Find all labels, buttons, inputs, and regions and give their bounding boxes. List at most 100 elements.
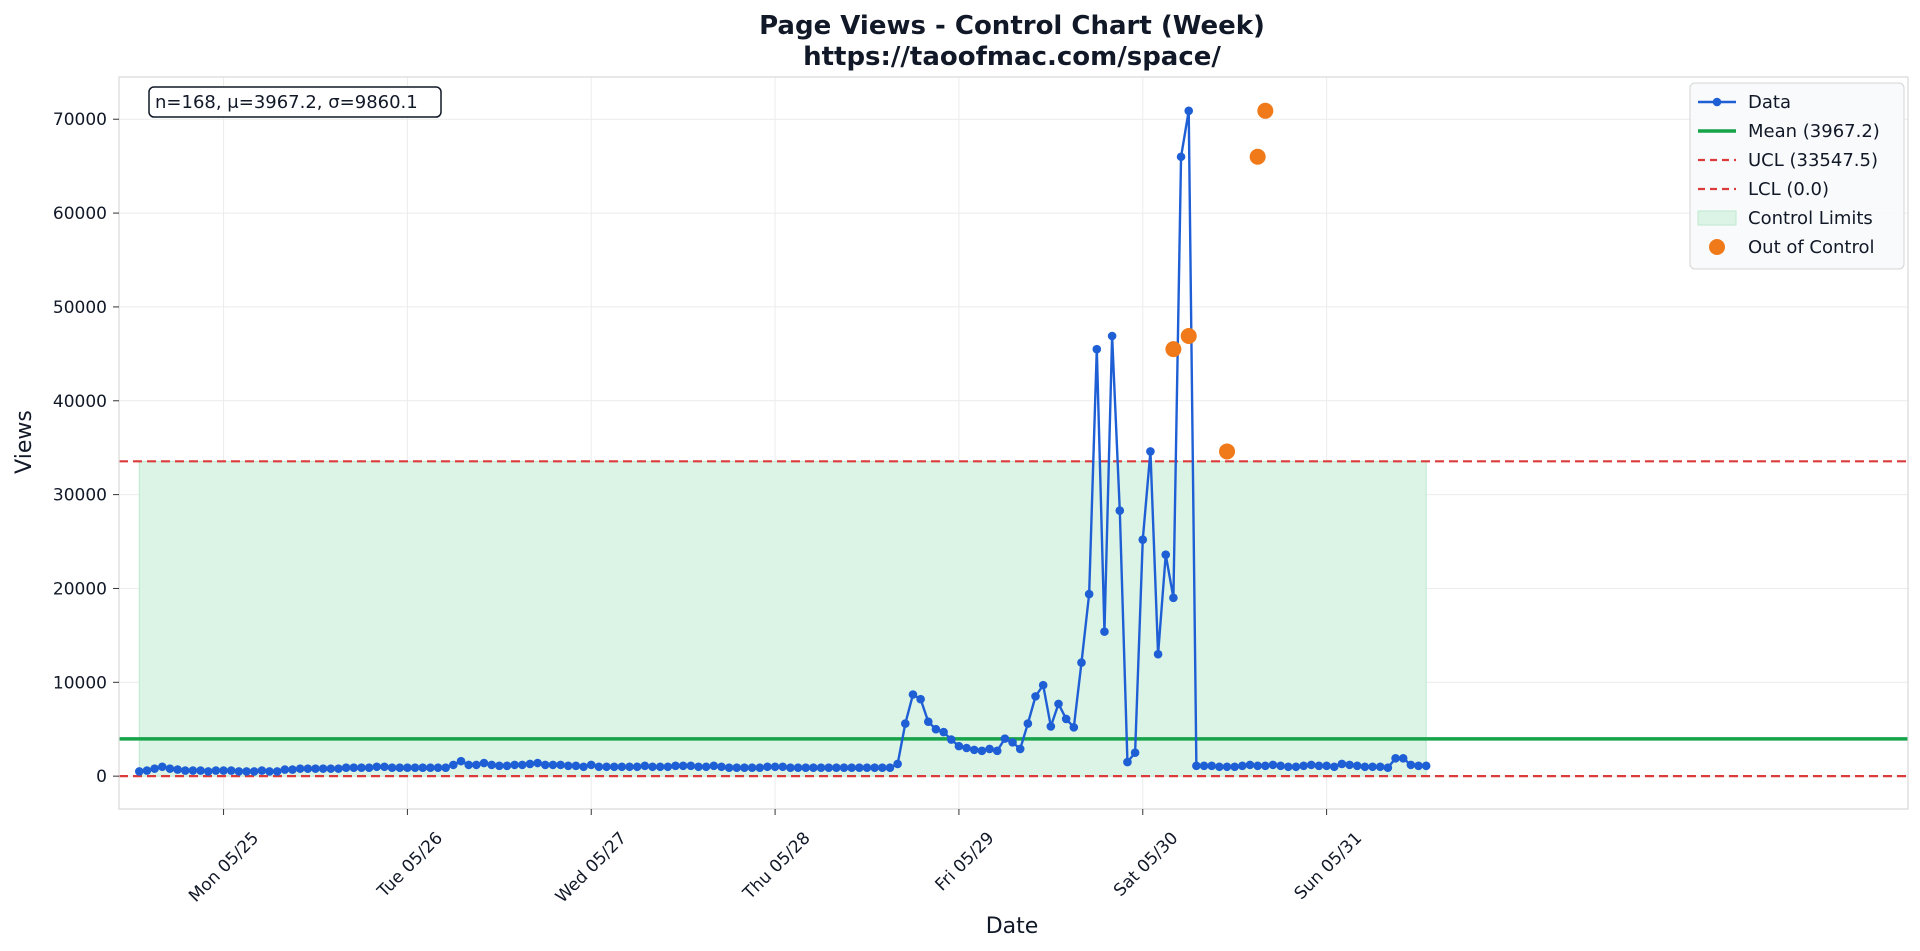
y-tick-label: 70000 (53, 110, 107, 130)
data-point (1169, 593, 1178, 603)
data-point (1146, 447, 1155, 456)
data-point (663, 762, 673, 772)
data-point (908, 690, 918, 699)
data-point (1130, 748, 1140, 757)
data-point (786, 763, 795, 773)
data-point (1375, 762, 1385, 772)
data-point (433, 763, 443, 773)
data-point (1161, 550, 1171, 559)
data-point (962, 743, 971, 753)
data-point (931, 724, 941, 734)
data-point (349, 763, 359, 773)
data-point (502, 761, 512, 771)
data-point (1100, 627, 1109, 636)
data-point (1153, 649, 1163, 659)
data-point (165, 764, 175, 773)
data-point (594, 762, 604, 772)
data-point (1215, 762, 1224, 772)
legend-label: LCL (0.0) (1748, 179, 1829, 200)
data-point (219, 766, 228, 775)
data-point (280, 765, 290, 774)
legend-label: Mean (3967.2) (1748, 121, 1880, 142)
legend: Data Mean (3967.2) UCL (33547.5) LCL (0.0) C… (1689, 82, 1905, 270)
data-point (969, 745, 979, 755)
data-point (1261, 761, 1270, 771)
data-point (816, 763, 826, 773)
legend-swatch-patch (1697, 210, 1737, 226)
data-point (1406, 760, 1416, 770)
data-point (1008, 738, 1017, 747)
data-point (617, 762, 627, 772)
data-point (1115, 506, 1125, 515)
chart-subtitle: https://taoofmac.com/space/ (803, 42, 1221, 72)
y-tick-label: 20000 (53, 579, 107, 599)
data-point (134, 767, 144, 776)
data-point (1322, 761, 1331, 771)
data-point (571, 761, 581, 771)
data-point (939, 727, 948, 737)
stats-box: n=168, μ=3967.2, σ=9860.1 (148, 86, 442, 118)
data-point (885, 763, 895, 773)
data-point (1123, 757, 1132, 767)
data-point (1276, 761, 1285, 771)
data-point (732, 763, 742, 773)
data-point (150, 764, 159, 773)
data-point (923, 717, 933, 727)
data-point (694, 762, 703, 772)
data-point (586, 760, 596, 770)
data-point (801, 763, 811, 773)
data-point (1230, 762, 1239, 772)
data-point (724, 763, 734, 773)
y-tick-label: 60000 (53, 204, 107, 224)
data-point (341, 763, 351, 773)
data-point (1314, 761, 1324, 771)
data-point (893, 759, 902, 769)
data-point (1398, 754, 1408, 763)
data-point (456, 756, 466, 766)
data-point (755, 763, 765, 773)
data-point (311, 764, 320, 773)
data-point (295, 764, 305, 773)
data-point (1038, 680, 1048, 690)
data-point (1207, 761, 1217, 771)
data-point (334, 764, 343, 773)
data-point (387, 763, 397, 773)
data-point (288, 765, 297, 774)
data-point (1077, 658, 1086, 667)
data-point (372, 762, 382, 772)
legend-swatch-dot (1709, 239, 1725, 255)
data-point (1306, 760, 1316, 770)
data-point (173, 765, 182, 774)
data-point (1414, 761, 1423, 771)
plot-frame (118, 76, 1909, 810)
data-point (518, 760, 527, 770)
data-point (1192, 761, 1201, 771)
data-point (1368, 762, 1377, 772)
data-point (1199, 761, 1209, 771)
data-point (870, 763, 879, 773)
chart-title: Page Views - Control Chart (Week) (759, 11, 1265, 41)
data-point (157, 762, 167, 772)
data-point (678, 761, 688, 771)
data-point (1329, 762, 1339, 772)
data-point (1061, 714, 1071, 724)
data-point (686, 761, 696, 771)
legend-swatch-marker (1712, 97, 1722, 107)
data-point (242, 767, 251, 776)
data-point (946, 735, 956, 744)
legend-label: Control Limits (1748, 208, 1873, 229)
data-point (563, 761, 573, 771)
data-point (1253, 761, 1262, 771)
data-point (303, 764, 313, 773)
data-point (533, 758, 542, 768)
data-point (1291, 762, 1301, 772)
data-point (855, 763, 864, 773)
data-point (234, 767, 244, 776)
data-point (1238, 761, 1247, 771)
data-point (579, 762, 588, 772)
data-point (832, 763, 841, 773)
out-of-control-point (1257, 102, 1274, 119)
data-point (954, 741, 964, 751)
data-point (1015, 744, 1025, 754)
